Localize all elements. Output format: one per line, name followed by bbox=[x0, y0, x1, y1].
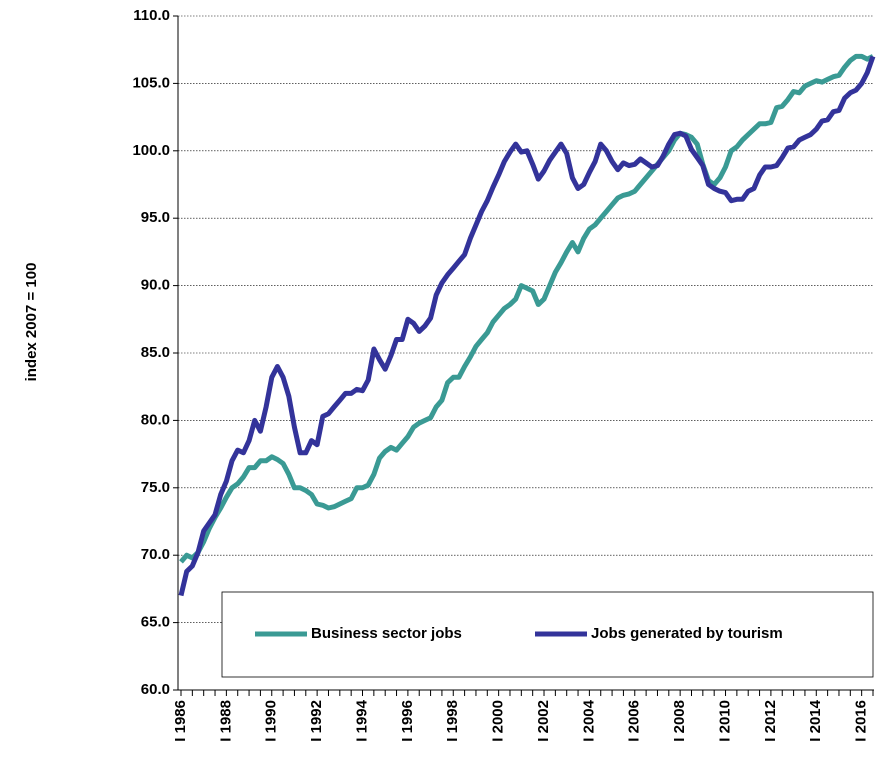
y-tick-label: 85.0 bbox=[141, 344, 170, 361]
x-tick-label: I 1986 bbox=[172, 700, 189, 742]
x-tick-label: I 1990 bbox=[263, 700, 280, 742]
y-tick-label: 110.0 bbox=[133, 7, 170, 24]
line-series bbox=[179, 53, 875, 564]
y-tick-label: 80.0 bbox=[141, 411, 170, 428]
y-tick-label: 75.0 bbox=[141, 479, 170, 496]
y-tick-label: 105.0 bbox=[132, 74, 170, 91]
x-tick-label: I 2006 bbox=[626, 700, 643, 742]
x-tick-label: I 2008 bbox=[671, 700, 688, 742]
x-tick-label: I 1988 bbox=[217, 700, 234, 742]
y-tick-label: 95.0 bbox=[141, 209, 170, 226]
y-tick-label: 70.0 bbox=[141, 546, 170, 563]
y-axis-label: index 2007 = 100 bbox=[23, 263, 40, 382]
x-tick-label: I 1992 bbox=[308, 700, 325, 742]
x-tick-label: I 1994 bbox=[353, 699, 370, 741]
y-tick-label: 90.0 bbox=[141, 277, 170, 294]
x-tick-label: I 2016 bbox=[853, 700, 870, 742]
legend-label: Jobs generated by tourism bbox=[591, 625, 783, 642]
x-tick-label: I 2004 bbox=[580, 699, 597, 741]
x-tick-label: I 2014 bbox=[807, 699, 824, 741]
y-tick-label: 60.0 bbox=[141, 681, 170, 698]
x-tick-label: I 2012 bbox=[762, 700, 779, 742]
x-tick-label: I 2010 bbox=[716, 700, 733, 742]
x-tick-label: I 1996 bbox=[399, 700, 416, 742]
x-tick-label: I 2000 bbox=[490, 700, 507, 742]
x-tick-label: I 1998 bbox=[444, 700, 461, 742]
legend-label: Business sector jobs bbox=[311, 625, 462, 642]
line-series bbox=[178, 55, 876, 597]
x-tick-label: I 2002 bbox=[535, 700, 552, 742]
y-tick-label: 100.0 bbox=[132, 142, 170, 159]
y-tick-label: 65.0 bbox=[141, 614, 170, 631]
